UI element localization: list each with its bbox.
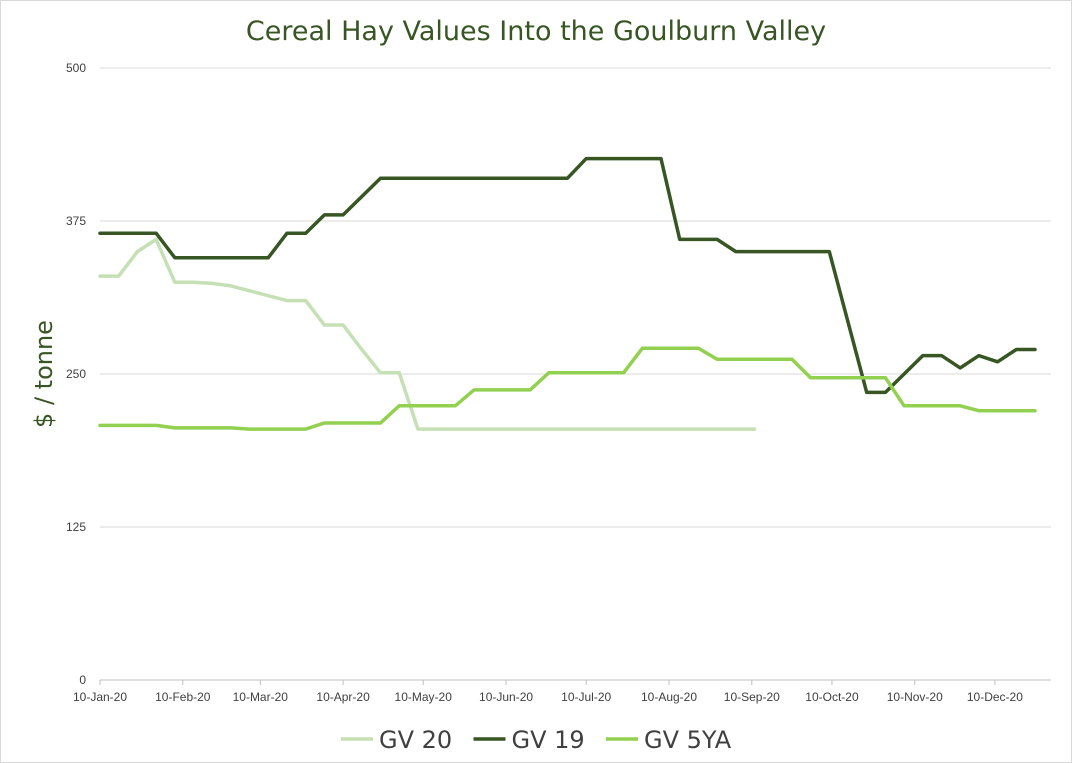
x-tick-labels: 10-Jan-20 10-Feb-20 10-Mar-20 10-Apr-20 10-M… [73, 680, 1023, 704]
y-tick-labels: 0 125 250 375 500 [66, 61, 86, 687]
series-line-gv-5ya [98, 346, 1037, 431]
x-tick-label: 10-Jun-20 [479, 690, 533, 704]
x-tick-label: 10-Nov-20 [887, 690, 943, 704]
legend: GV 20 GV 19 GV 5YA [341, 726, 732, 754]
series-lines [98, 156, 1037, 431]
x-tick-label: 10-May-20 [395, 690, 453, 704]
x-tick-label: 10-Aug-20 [641, 690, 697, 704]
x-tick-label: 10-Oct-20 [805, 690, 859, 704]
series-line-gv-20 [98, 237, 757, 431]
y-tick-label: 375 [66, 214, 86, 228]
legend-label-gv-5ya: GV 5YA [644, 726, 732, 754]
y-tick-label: 250 [66, 367, 86, 381]
legend-label-gv-19: GV 19 [512, 726, 585, 754]
x-tick-label: 10-Dec-20 [967, 690, 1023, 704]
y-tick-label: 500 [66, 61, 86, 75]
x-tick-label: 10-Jan-20 [73, 690, 127, 704]
y-tick-label: 125 [66, 520, 86, 534]
x-tick-label: 10-Sep-20 [724, 690, 780, 704]
x-tick-label: 10-Jul-20 [561, 690, 611, 704]
chart-title: Cereal Hay Values Into the Goulburn Vall… [246, 16, 826, 47]
x-tick-label: 10-Feb-20 [155, 690, 211, 704]
series-line-gv-19 [98, 156, 1037, 395]
x-tick-label: 10-Apr-20 [316, 690, 370, 704]
y-tick-label: 0 [79, 673, 86, 687]
y-axis-label: $ / tonne [30, 320, 58, 428]
gridlines [100, 67, 1051, 681]
legend-label-gv-20: GV 20 [379, 726, 452, 754]
x-tick-label: 10-Mar-20 [233, 690, 289, 704]
